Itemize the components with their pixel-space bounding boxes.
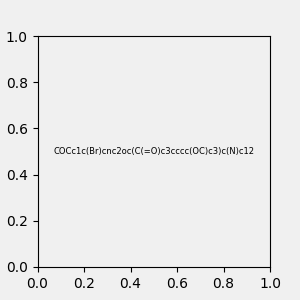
Text: COCc1c(Br)cnc2oc(C(=O)c3cccc(OC)c3)c(N)c12: COCc1c(Br)cnc2oc(C(=O)c3cccc(OC)c3)c(N)c… — [53, 147, 254, 156]
